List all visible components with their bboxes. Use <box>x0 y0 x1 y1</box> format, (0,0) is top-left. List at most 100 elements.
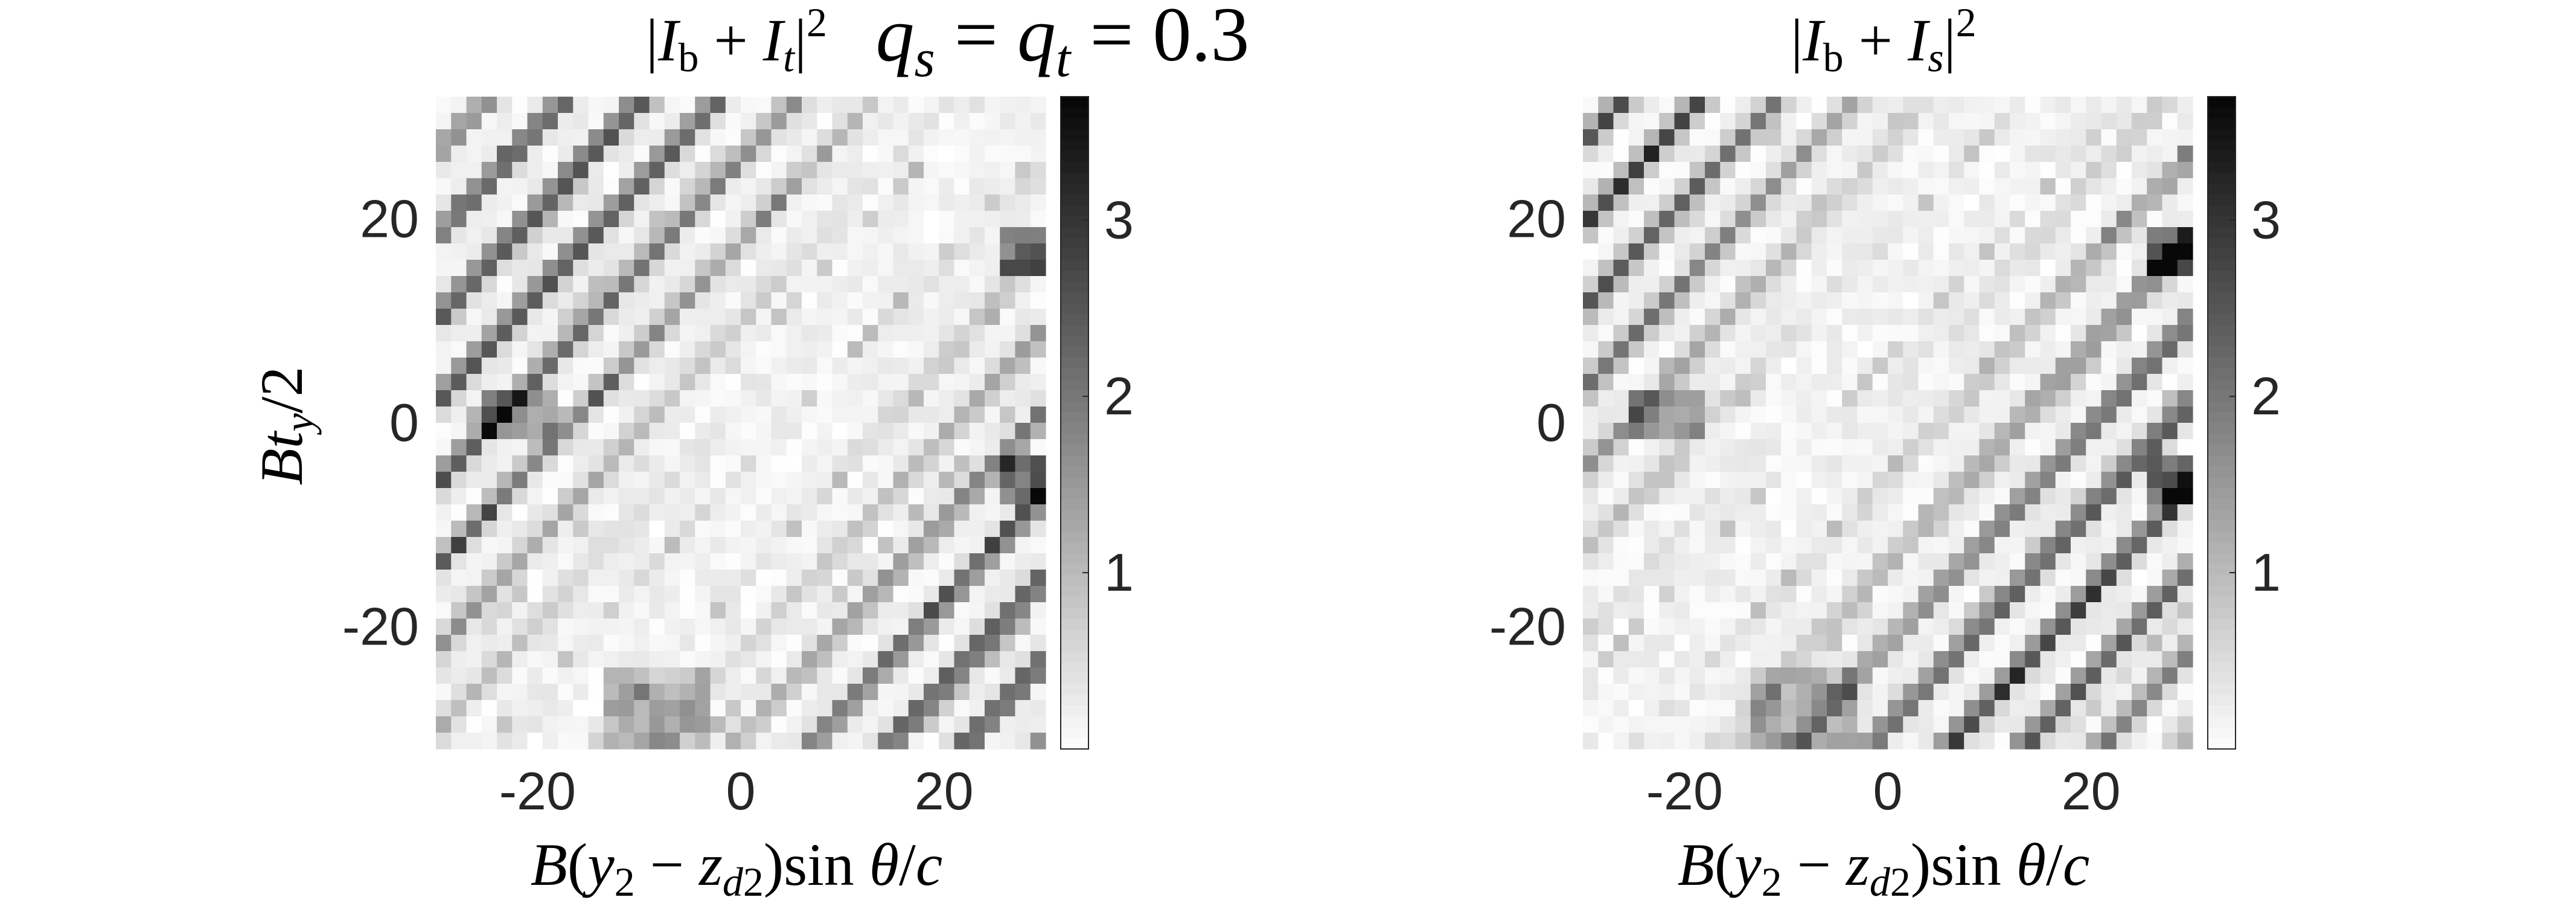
colorbar-swatch <box>2208 455 2236 467</box>
colorbar-swatch <box>1061 412 1088 423</box>
heatmap-cell <box>436 667 452 684</box>
heatmap-cell <box>1598 684 1614 701</box>
heatmap-cell <box>1030 390 1046 407</box>
heatmap-cell <box>466 97 482 114</box>
heatmap-cell <box>1598 97 1614 114</box>
heatmap-cell <box>436 243 452 260</box>
heatmap-cell <box>1827 97 1843 114</box>
heatmap-cell <box>1811 439 1827 456</box>
heatmap-cell <box>1030 113 1046 130</box>
heatmap-cell <box>710 406 726 423</box>
heatmap-cell <box>1735 733 1751 750</box>
heatmap-cell <box>1918 651 1934 668</box>
heatmap-cell <box>771 488 787 505</box>
heatmap-cell <box>847 504 863 521</box>
heatmap-cell <box>1918 602 1934 619</box>
heatmap-cell <box>1979 194 1995 211</box>
heatmap-cell <box>1766 97 1782 114</box>
heatmap-cell <box>725 537 741 554</box>
heatmap-cell <box>573 309 589 326</box>
heatmap-cell <box>1781 129 1797 146</box>
heatmap-cell <box>1979 113 1995 130</box>
heatmap-cell <box>451 227 467 244</box>
heatmap-cell <box>1872 635 1888 652</box>
heatmap-cell <box>786 178 802 195</box>
heatmap-cell <box>1644 211 1660 228</box>
heatmap-cell <box>481 227 497 244</box>
heatmap-cell <box>1811 667 1827 684</box>
heatmap-cell <box>2040 553 2056 570</box>
heatmap-cell <box>908 684 924 701</box>
heatmap-cell <box>1811 586 1827 603</box>
heatmap-cell <box>1872 602 1888 619</box>
heatmap-cell <box>2086 97 2102 114</box>
heatmap-cell <box>710 260 726 277</box>
heatmap-cell <box>1842 716 1858 733</box>
heatmap-cell <box>1750 684 1766 701</box>
heatmap-cell <box>603 162 619 179</box>
heatmap-cell <box>1598 716 1614 733</box>
heatmap-cell <box>664 243 680 260</box>
colorbar-swatch <box>1061 162 1088 173</box>
heatmap-cell <box>1583 570 1599 586</box>
heatmap-cell <box>786 276 802 293</box>
heatmap-cell <box>649 733 665 750</box>
heatmap-cell <box>1613 374 1629 391</box>
heatmap-cell <box>847 586 863 603</box>
heatmap-cell <box>1949 309 1964 326</box>
colorbar-swatch <box>1061 455 1088 467</box>
heatmap-cell <box>1644 292 1660 309</box>
heatmap-cell <box>664 390 680 407</box>
heatmap-cell <box>649 358 665 374</box>
colorbar-swatch <box>1061 640 1088 652</box>
heatmap-cell <box>1888 618 1903 635</box>
heatmap-cell <box>1872 472 1888 489</box>
heatmap-cell <box>1030 488 1046 505</box>
heatmap-cell <box>1827 586 1843 603</box>
heatmap-cell <box>603 292 619 309</box>
heatmap-cell <box>2147 423 2163 440</box>
heatmap-cell <box>1613 406 1629 423</box>
heatmap-cell <box>619 276 634 293</box>
heatmap-cell <box>1811 537 1827 554</box>
heatmap-cell <box>2055 553 2071 570</box>
heatmap-cell <box>924 439 939 456</box>
heatmap-cell <box>1949 243 1964 260</box>
heatmap-cell <box>1689 472 1705 489</box>
heatmap-cell <box>619 227 634 244</box>
heatmap-cell <box>1811 406 1827 423</box>
heatmap-cell <box>619 488 634 505</box>
heatmap-cell <box>1598 570 1614 586</box>
heatmap-cell <box>1720 618 1736 635</box>
heatmap-cell <box>634 276 650 293</box>
heatmap-cell <box>1842 684 1858 701</box>
heatmap-cell <box>878 97 894 114</box>
heatmap-cell <box>619 162 634 179</box>
heatmap-cell <box>725 667 741 684</box>
heatmap-cell <box>1903 243 1919 260</box>
heatmap-cell <box>2132 309 2147 326</box>
heatmap-cell <box>1811 211 1827 228</box>
heatmap-cell <box>832 97 848 114</box>
heatmap-cell <box>1796 504 1812 521</box>
heatmap-cell <box>664 439 680 456</box>
heatmap-cell <box>741 374 756 391</box>
heatmap-cell <box>771 243 787 260</box>
heatmap-cell <box>924 146 939 162</box>
heatmap-cell <box>619 553 634 570</box>
heatmap-cell <box>1964 276 1980 293</box>
heatmap-cell <box>1613 325 1629 342</box>
heatmap-cell <box>893 651 909 668</box>
heatmap-cell <box>802 537 817 554</box>
heatmap-cell <box>954 178 970 195</box>
colorbar-tick-label: 1 <box>1104 542 1134 602</box>
heatmap-cell <box>725 146 741 162</box>
heatmap-cell <box>466 635 482 652</box>
heatmap-cell <box>1613 390 1629 407</box>
heatmap-cell <box>1994 570 2010 586</box>
heatmap-cell <box>1781 113 1797 130</box>
heatmap-cell <box>878 602 894 619</box>
heatmap-cell <box>1659 211 1675 228</box>
heatmap-cell <box>893 260 909 277</box>
